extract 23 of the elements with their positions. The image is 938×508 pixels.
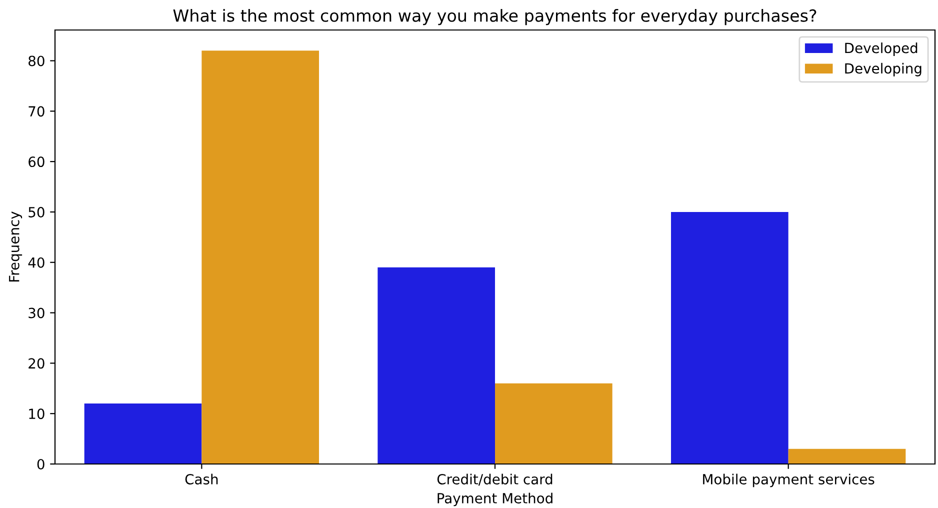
legend-label: Developing: [845, 62, 922, 76]
x-tick-label: Mobile payment services: [703, 474, 874, 488]
y-tick-label: 10: [29, 408, 44, 420]
bar: [495, 383, 612, 464]
bar: [378, 267, 495, 464]
y-tick-label: 80: [28, 56, 44, 66]
y-tick-label: 40: [28, 257, 44, 268]
bar: [202, 50, 319, 464]
y-tick-label: 30: [28, 308, 44, 318]
y-tick-label: 0: [37, 458, 44, 470]
y-tick-label: 20: [28, 358, 44, 369]
y-axis-title: Frequency: [9, 212, 22, 282]
bar: [788, 448, 906, 464]
bar: [84, 404, 202, 464]
y-tick-label: 70: [28, 106, 44, 117]
x-axis-title: Payment Method: [438, 492, 552, 506]
chart-title: What is the most common way you make payments for everyday purchases?: [173, 9, 816, 26]
y-tick-label: 60: [28, 156, 44, 168]
x-tick-label: Credit/debit card: [437, 474, 552, 486]
x-tick-label: Cash: [185, 474, 218, 484]
bar: [671, 212, 788, 464]
legend-label: Developed: [845, 42, 918, 56]
y-tick-label: 50: [28, 206, 44, 218]
